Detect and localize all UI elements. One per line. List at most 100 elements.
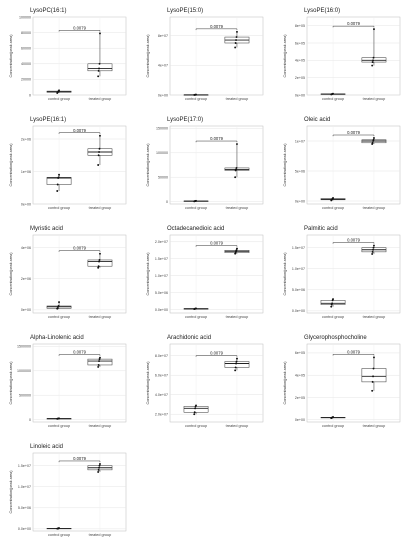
data-point	[98, 358, 101, 361]
y-tick-label: 0e+00	[158, 93, 168, 97]
data-point	[371, 250, 374, 253]
x-tick-label: control group	[185, 315, 207, 319]
y-tick-label: 100000	[156, 151, 168, 155]
data-point	[99, 356, 101, 359]
p-value-label: 0.0079	[73, 246, 86, 251]
x-tick-label: control group	[322, 206, 344, 210]
y-axis-label: Concentration(peak area)	[146, 252, 150, 296]
x-tick-label: treated group	[89, 206, 112, 210]
data-point	[58, 173, 60, 176]
y-tick-label: 0e+00	[21, 202, 31, 206]
y-tick-label: 8e+05	[295, 24, 305, 28]
data-point	[58, 301, 60, 304]
data-point	[58, 527, 60, 529]
data-point	[235, 168, 238, 171]
y-tick-label: 4e+06	[21, 246, 31, 250]
chart-title: LysoPC(16:1)	[30, 8, 67, 14]
chart-title: Octadecanedioic acid	[167, 226, 225, 232]
y-tick-label: 1e+07	[295, 139, 305, 143]
x-tick-label: treated group	[226, 97, 249, 101]
data-point	[58, 417, 60, 420]
chart-svg: 0.0e+00 5.0e+06 1.0e+07 1.5e+07 2.0e+07 contr…	[146, 234, 264, 319]
y-tick-label: 80000	[21, 31, 31, 35]
x-tick-label: control group	[48, 533, 70, 537]
data-point	[371, 389, 374, 392]
data-point	[99, 134, 101, 137]
y-tick-label: 6e+05	[295, 351, 305, 355]
data-point	[235, 36, 238, 39]
data-point	[372, 367, 375, 370]
y-tick-label: 2e+05	[295, 396, 305, 400]
chart-panel: 0.0e+00 5.0e+06 1.0e+07 1.5e+07 2.0e+07 contr…	[145, 226, 267, 326]
y-axis-label: Concentration(peak area)	[9, 143, 13, 187]
y-tick-label: 1e+06	[21, 170, 31, 174]
p-value-label: 0.0079	[347, 130, 360, 135]
data-point	[372, 375, 375, 378]
y-tick-label: 1.5e+07	[18, 464, 31, 468]
data-point	[236, 247, 238, 250]
chart-svg: 0e+00 2e+05 4e+05 6e+05 8e+05 control group tr…	[283, 16, 401, 101]
y-tick-label: 2e+05	[295, 76, 305, 80]
chart-svg: 0 500000 1000000 1500000 control group treate…	[9, 343, 127, 428]
x-tick-label: control group	[322, 97, 344, 101]
plot-area	[169, 125, 264, 205]
data-point	[234, 369, 237, 372]
x-tick-label: treated group	[226, 315, 249, 319]
y-tick-label: 1000000	[17, 369, 31, 373]
y-axis-label: Concentration(peak area)	[9, 34, 13, 78]
y-tick-label: 0	[29, 93, 31, 97]
p-value-label: 0.0079	[210, 351, 223, 356]
data-point	[193, 411, 196, 414]
y-axis-label: Concentration(peak area)	[283, 34, 287, 78]
x-tick-label: control group	[322, 424, 344, 428]
data-point	[194, 407, 197, 410]
y-tick-label: 0.0e+00	[18, 527, 31, 531]
data-point	[97, 266, 100, 269]
y-tick-label: 40000	[21, 62, 31, 66]
chart-svg: 0 20000 40000 60000 80000 100000 control group…	[9, 15, 127, 101]
data-point	[235, 249, 238, 252]
data-point	[372, 56, 375, 59]
x-tick-label: treated group	[363, 315, 386, 319]
chart-title: Alpha-Linolenic acid	[30, 335, 84, 341]
p-value-label: 0.0079	[210, 24, 223, 29]
y-tick-label: 1.0e+07	[155, 274, 168, 278]
data-point	[97, 365, 100, 368]
data-point	[195, 307, 197, 310]
data-point	[236, 143, 238, 145]
p-value-label: 0.0079	[347, 238, 360, 243]
data-point	[332, 92, 334, 95]
data-point	[195, 404, 197, 407]
y-tick-label: 2.0e+07	[155, 413, 168, 417]
y-tick-label: 6.0e+07	[155, 374, 168, 378]
y-tick-label: 50000	[158, 175, 168, 179]
data-point	[98, 62, 101, 65]
data-point	[235, 166, 238, 169]
plot-area	[169, 234, 264, 314]
data-point	[97, 154, 100, 157]
data-point	[371, 253, 374, 255]
data-point	[57, 305, 60, 307]
box	[87, 63, 113, 72]
p-value-label: 0.0079	[210, 136, 223, 141]
data-point	[330, 305, 333, 308]
chart-title: Linoleic acid	[30, 444, 64, 450]
plot-area	[32, 343, 127, 423]
data-point	[372, 138, 375, 141]
box	[361, 368, 387, 383]
y-tick-label: 1.0e+07	[18, 485, 31, 489]
data-point	[56, 190, 59, 192]
chart-panel: 0 50000 100000 150000 control group treated g…	[145, 117, 267, 217]
data-point	[236, 357, 238, 360]
p-value-label: 0.0079	[347, 349, 360, 354]
y-tick-label: 500000	[19, 393, 31, 397]
data-point	[332, 298, 334, 301]
chart-panel: 0e+00 2e+05 4e+05 6e+05 control group treated…	[282, 335, 404, 435]
data-point	[195, 93, 197, 96]
data-point	[57, 176, 60, 179]
y-tick-label: 4e+07	[158, 64, 168, 68]
chart-svg: 0.0e+00 5.0e+06 1.0e+07 1.5e+07 control grou…	[283, 234, 401, 319]
x-tick-label: control group	[48, 97, 70, 101]
data-point	[373, 28, 375, 31]
